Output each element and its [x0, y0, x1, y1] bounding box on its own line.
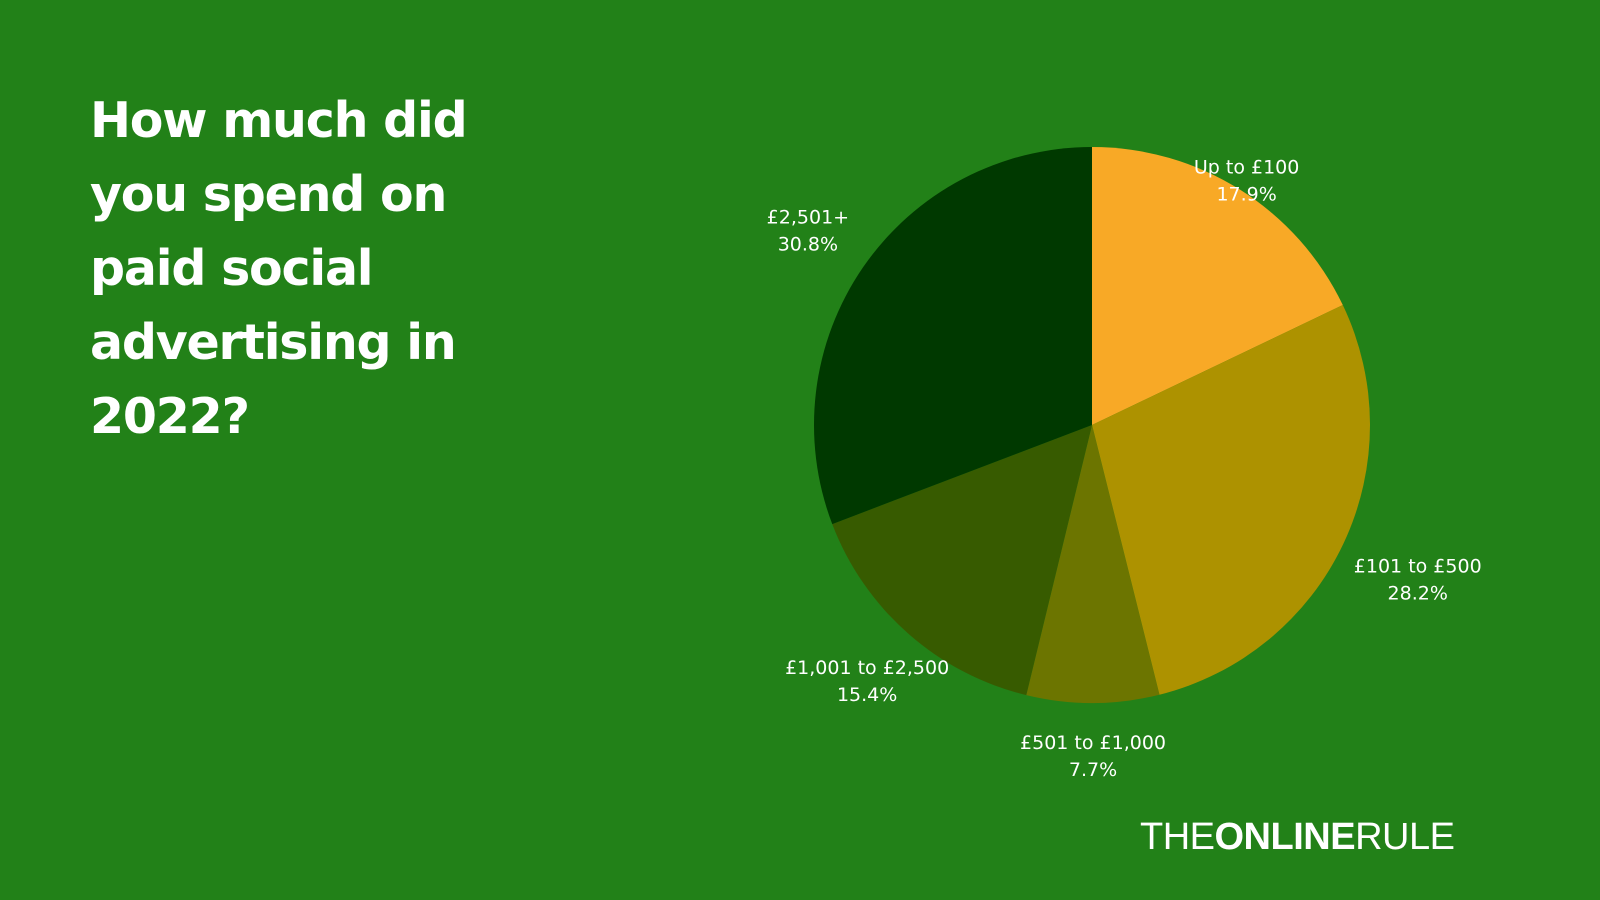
logo-part-the: THE [1140, 816, 1215, 858]
slice-value-2-501: 30.8% [778, 233, 838, 255]
slice-value-1-001-to-2-500: 15.4% [837, 684, 897, 706]
pie-slice-1-001-to-2-500 [832, 425, 1092, 696]
slice-label-1-001-to-2-500: £1,001 to £2,500 [785, 657, 949, 679]
slice-value-up-to-100: 17.9% [1216, 184, 1276, 206]
pie-labels: Up to £100 17.9% £101 to £500 28.2% £501 to … [767, 157, 1482, 781]
pie-slices [814, 147, 1370, 703]
logo-part-online: ONLINE [1214, 816, 1356, 858]
slice-label-up-to-100: Up to £100 [1194, 157, 1299, 179]
pie-slice-101-to-500 [1092, 305, 1370, 695]
logo-part-rule: RULE [1355, 816, 1455, 858]
slice-value-501-to-1-000: 7.7% [1069, 759, 1117, 781]
pie-slice-up-to-100 [1092, 147, 1343, 425]
brand-logo: THEONLINERULE [1140, 816, 1455, 858]
slice-label-501-to-1-000: £501 to £1,000 [1020, 732, 1166, 754]
slice-value-101-to-500: 28.2% [1388, 582, 1448, 604]
pie-slice-2-501 [814, 147, 1092, 525]
chart-title: How much did you spend on paid social ad… [90, 92, 468, 445]
slice-label-2-501: £2,501+ [767, 206, 849, 228]
slice-label-101-to-500: £101 to £500 [1354, 555, 1482, 577]
pie-slice-501-to-1-000 [1026, 425, 1160, 703]
